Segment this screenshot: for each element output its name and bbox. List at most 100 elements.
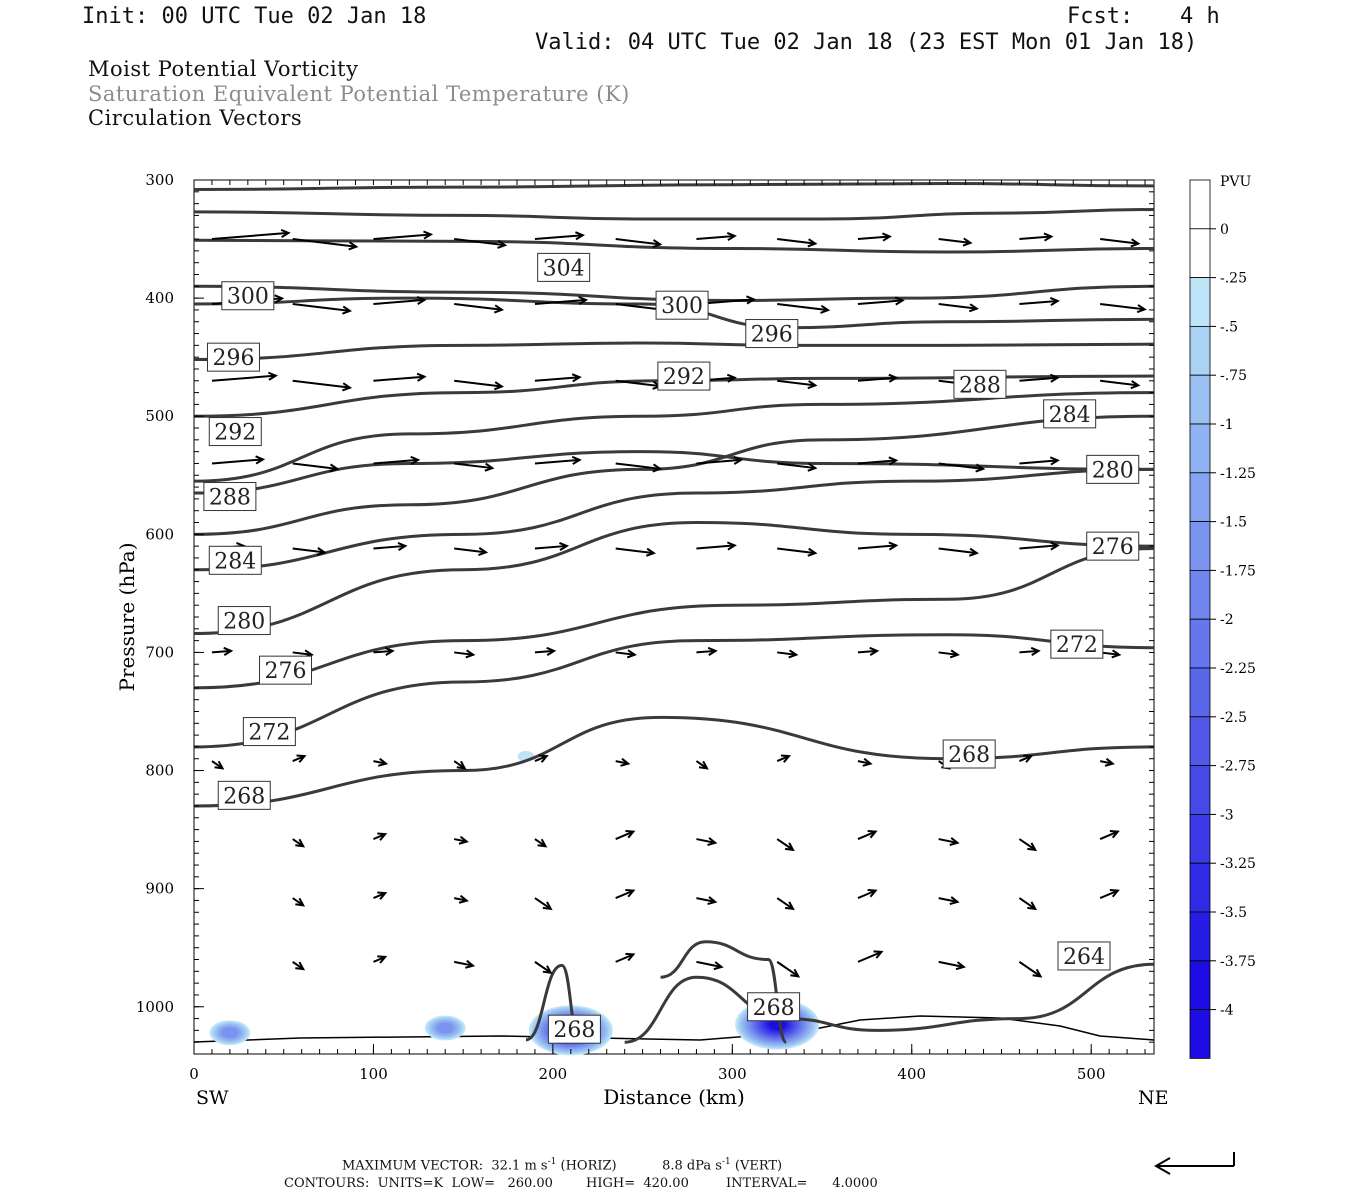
circulation-vector (1019, 232, 1054, 242)
sw-label: SW (196, 1087, 229, 1109)
theta-es-contour (193, 238, 1155, 254)
svg-text:268: 268 (753, 996, 795, 1021)
theta-es-contour (193, 284, 1155, 302)
circulation-vector (1019, 646, 1041, 656)
circulation-vector (1099, 757, 1115, 767)
svg-text:300: 300 (661, 294, 703, 319)
theta-es-contours (193, 182, 1155, 1044)
field-title-theta-es: Saturation Equivalent Potential Temperat… (88, 82, 630, 106)
circulation-vector (696, 232, 737, 242)
circulation-vector (857, 456, 899, 466)
theta-es-contour (193, 715, 1155, 808)
svg-text:292: 292 (214, 421, 256, 446)
circulation-vector (776, 897, 795, 911)
contour-label: 276 (259, 655, 313, 685)
contour-label: 300 (655, 290, 709, 320)
theta-es-contour (193, 208, 1155, 221)
y-tick-label: 300 (145, 171, 174, 189)
colorbar-swatch (1189, 667, 1211, 718)
circulation-vector (776, 754, 791, 763)
circulation-vector (1100, 379, 1141, 390)
contour-label: 272 (1050, 629, 1104, 659)
circulation-vector (211, 646, 234, 656)
circulation-vector (1099, 829, 1120, 840)
circulation-vector (534, 295, 589, 306)
contour-label: 268 (747, 992, 801, 1022)
contour-label: 288 (203, 482, 257, 512)
theta-es-contour (193, 521, 1155, 636)
y-tick-label: 800 (145, 762, 174, 780)
colorbar-label: -1.75 (1220, 563, 1256, 579)
init-time: Init: 00 UTC Tue 02 Jan 18 (82, 4, 427, 29)
contour-label: 292 (657, 361, 711, 391)
y-tick-label: 700 (145, 643, 174, 661)
circulation-vector (777, 462, 818, 472)
svg-text:268: 268 (553, 1018, 595, 1043)
svg-text:284: 284 (1049, 403, 1091, 428)
circulation-vector (1019, 541, 1060, 551)
colorbar-swatch (1189, 228, 1211, 279)
colorbar-swatch (1189, 179, 1211, 230)
circulation-vector (292, 838, 306, 848)
circulation-vector (534, 754, 549, 763)
colorbar-label: -2 (1220, 612, 1234, 628)
colorbar-label: -1.5 (1220, 515, 1247, 531)
circulation-vector (454, 238, 508, 249)
circulation-vector (453, 959, 476, 969)
svg-text:296: 296 (751, 323, 793, 348)
theta-es-contour (624, 962, 1155, 1044)
circulation-vector (292, 462, 340, 473)
theta-es-contour (193, 391, 1155, 483)
circulation-vector (615, 952, 636, 963)
circulation-vector (857, 757, 873, 767)
y-tick-label: 400 (145, 289, 174, 307)
theta-es-contour (193, 341, 1155, 362)
colorbar-swatch (1189, 862, 1211, 913)
colorbar-swatch (1189, 521, 1211, 571)
circulation-vector (373, 757, 389, 767)
colorbar-label: -.5 (1220, 319, 1238, 335)
circulation-vector (1019, 296, 1060, 306)
circulation-vector (777, 303, 831, 314)
forecast-hour: 4 h (1180, 4, 1220, 29)
colorbar-label: -3.25 (1220, 856, 1256, 872)
x-axis-label: Distance (km) (603, 1085, 745, 1109)
circulation-vector (777, 238, 818, 248)
circulation-vector (454, 303, 505, 314)
circulation-vector (938, 547, 979, 557)
svg-text:288: 288 (209, 486, 251, 511)
colorbar-swatch (1189, 277, 1211, 327)
circulation-vector (857, 646, 880, 656)
colorbar-label: -3.5 (1220, 905, 1247, 921)
circulation-vector (211, 228, 291, 241)
theta-es-contour (193, 546, 1155, 690)
svg-text:284: 284 (214, 549, 256, 574)
circulation-vector (857, 232, 893, 242)
x-tick-label: 500 (1077, 1065, 1106, 1083)
circulation-vector (453, 835, 469, 845)
circulation-vector (938, 462, 986, 473)
contour-label: 296 (745, 319, 799, 349)
circulation-vector (615, 757, 631, 767)
circulation-vector (1100, 238, 1141, 248)
svg-text:276: 276 (1092, 535, 1134, 560)
colorbar-swatch (1189, 960, 1211, 1010)
circulation-vector (373, 455, 421, 465)
svg-text:276: 276 (265, 659, 307, 684)
y-tick-label: 600 (145, 525, 174, 543)
circulation-vector (373, 541, 408, 551)
circulation-vector (1100, 649, 1122, 659)
svg-text:272: 272 (248, 721, 290, 746)
svg-text:304: 304 (543, 256, 585, 281)
colorbar-label: -.75 (1220, 368, 1247, 384)
circulation-vector (777, 379, 818, 390)
ne-label: NE (1138, 1087, 1169, 1109)
circulation-vector (534, 541, 570, 551)
svg-text:288: 288 (959, 373, 1001, 398)
circulation-vector (938, 237, 973, 247)
circulation-vector (1019, 754, 1034, 763)
theta-es-contour (193, 467, 1155, 572)
svg-text:296: 296 (212, 346, 254, 371)
circulation-vector (857, 296, 905, 306)
svg-text:280: 280 (223, 610, 265, 635)
